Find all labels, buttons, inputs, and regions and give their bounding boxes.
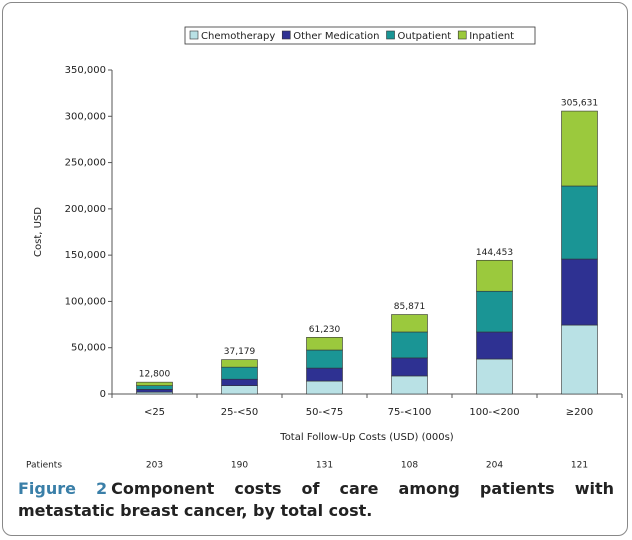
bar-segment <box>561 110 598 187</box>
patients-count: 131 <box>316 461 333 471</box>
total-label: 37,179 <box>224 347 256 357</box>
total-label: 144,453 <box>476 248 513 258</box>
patients-count: 108 <box>401 461 418 471</box>
patients-count: 121 <box>571 461 588 471</box>
x-axis-title: Total Follow-Up Costs (USD) (000s) <box>279 432 454 443</box>
legend-swatch <box>189 30 199 40</box>
y-tick-label: 350,000 <box>65 65 106 76</box>
x-tick-label: 75-<100 <box>388 407 432 418</box>
bar-segment <box>476 358 513 395</box>
bar-segment <box>221 366 258 380</box>
legend-swatch <box>281 30 291 40</box>
x-tick-label: 50-<75 <box>306 407 343 418</box>
y-tick-label: 0 <box>100 389 106 400</box>
patients-count: 204 <box>486 461 503 471</box>
bar-segment <box>136 385 173 390</box>
total-label: 61,230 <box>309 325 341 335</box>
bar-segment <box>561 324 598 395</box>
legend-label: Chemotherapy <box>201 31 275 42</box>
caption-label: Figure 2 <box>18 479 108 498</box>
x-tick-label: ≥200 <box>566 407 593 418</box>
frame <box>2 2 628 536</box>
legend-box <box>184 26 536 45</box>
total-label: 12,800 <box>139 370 171 380</box>
bar-segment <box>476 331 513 360</box>
legend-swatch <box>457 30 467 40</box>
bar-segment <box>306 367 343 382</box>
bar-segment <box>476 259 513 292</box>
bar-segment <box>306 349 343 369</box>
bar-segment <box>391 314 428 333</box>
x-tick-label: 100-<200 <box>469 407 519 418</box>
bar-segment <box>391 375 428 395</box>
bar-segment <box>306 337 343 351</box>
bar-segment <box>221 385 258 395</box>
y-axis-title: Cost, USD <box>33 207 44 257</box>
caption: Figure 2 Component costs of care among pa… <box>18 478 614 522</box>
patients-label: Patients <box>26 461 62 471</box>
total-label: 85,871 <box>394 302 426 312</box>
y-tick-label: 50,000 <box>71 343 106 354</box>
y-tick-label: 200,000 <box>65 204 106 215</box>
y-tick-label: 300,000 <box>65 111 106 122</box>
bar-segment <box>221 359 258 368</box>
legend-swatch <box>386 30 395 40</box>
legend-label: Outpatient <box>398 31 452 42</box>
bar-segment <box>136 381 173 386</box>
bar-segment <box>306 380 343 395</box>
x-tick-label: <25 <box>144 407 165 418</box>
legend-label: Inpatient <box>469 31 514 42</box>
patients-count: 203 <box>146 461 163 471</box>
legend-label: Other Medication <box>293 31 379 42</box>
patients-count: 190 <box>231 461 248 471</box>
chart: Cost, USD Total Follow-Up Costs (USD) (0… <box>26 26 623 471</box>
y-tick-label: 100,000 <box>65 296 106 307</box>
bar-segment <box>136 389 173 393</box>
caption-text: Component costs of care among patients w… <box>18 479 615 520</box>
y-tick-label: 250,000 <box>65 158 106 169</box>
bar-segment <box>391 357 428 377</box>
bar-segment <box>476 290 513 333</box>
bar-segment <box>221 378 258 386</box>
bar-segment <box>561 258 598 326</box>
y-tick-label: 150,000 <box>65 250 106 261</box>
bar-segment <box>561 185 598 260</box>
bar-segment <box>391 331 428 359</box>
total-label: 305,631 <box>561 99 598 109</box>
x-tick-label: 25-<50 <box>221 407 258 418</box>
